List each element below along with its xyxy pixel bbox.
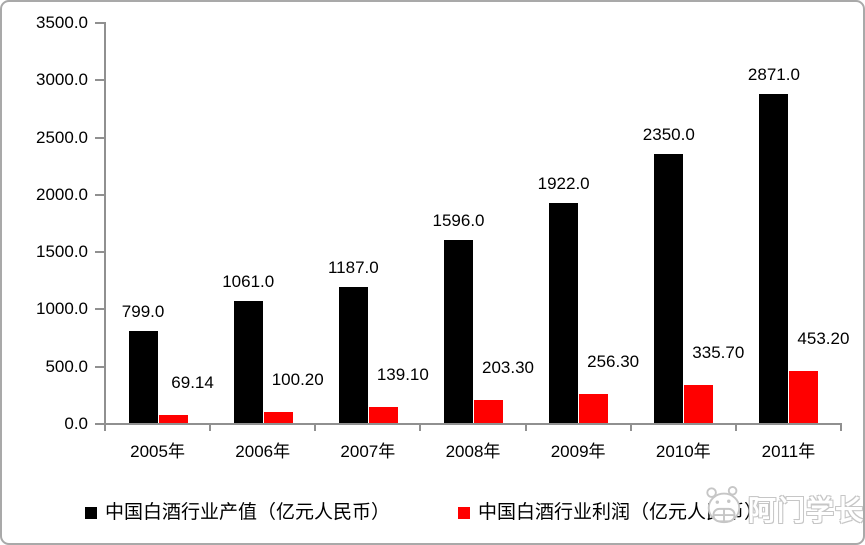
y-axis-tick-mark — [95, 193, 105, 196]
profit-bar — [684, 385, 714, 423]
output-value-bar — [654, 154, 684, 423]
x-axis-category-label: 2006年 — [235, 442, 291, 461]
output-value-bar — [128, 331, 158, 423]
output-value-bar — [549, 203, 579, 423]
profit-data-label: 69.14 — [171, 373, 214, 392]
y-axis-tick-label: 1500.0 — [36, 242, 88, 262]
y-axis-tick-label: 2500.0 — [36, 127, 88, 147]
x-axis-category-label: 2010年 — [655, 442, 711, 461]
profit-data-label: 203.30 — [482, 358, 534, 377]
x-axis-tick-mark — [524, 423, 527, 431]
output-value-data-label: 799.0 — [121, 302, 165, 321]
legend-swatch-red — [458, 507, 470, 519]
output-value-bar — [233, 301, 263, 423]
y-axis-tick-mark — [95, 365, 105, 368]
y-axis-tick-label: 2000.0 — [36, 184, 88, 204]
y-axis-tick-mark — [95, 251, 105, 254]
y-axis-tick-label: 500.0 — [45, 356, 88, 376]
legend-item-output-value: 中国白酒行业产值（亿元人民币） — [85, 501, 390, 525]
legend-label-output-value: 中国白酒行业产值（亿元人民币） — [105, 502, 391, 523]
profit-data-label: 256.30 — [587, 352, 640, 371]
y-axis — [104, 22, 106, 425]
profit-data-label: 453.20 — [797, 329, 850, 348]
output-value-data-label: 2350.0 — [642, 125, 695, 144]
x-axis-tick-mark — [629, 423, 632, 431]
y-axis-tick-label: 0.0 — [64, 414, 88, 433]
output-value-data-label: 1922.0 — [537, 174, 590, 193]
profit-bar — [158, 415, 188, 423]
x-axis-category-label: 2007年 — [340, 442, 396, 461]
legend-swatch-black — [85, 507, 97, 519]
y-axis-tick-label: 1000.0 — [36, 299, 88, 319]
x-axis-tick-mark — [209, 423, 212, 431]
watermark-text: 阿门学长 — [748, 494, 865, 526]
legend-label-profit: 中国白酒行业利润（亿元人民币） — [478, 502, 764, 523]
x-axis-category-label: 2011年 — [761, 442, 816, 461]
x-axis-category-label: 2005年 — [130, 442, 185, 461]
y-axis-tick-mark — [95, 79, 105, 82]
output-value-data-label: 1061.0 — [222, 272, 275, 291]
x-axis-tick-mark — [104, 423, 106, 431]
legend-item-profit: 中国白酒行业利润（亿元人民币） — [458, 501, 763, 525]
y-axis-tick-mark — [95, 308, 105, 311]
output-value-bar — [759, 94, 789, 423]
profit-bar — [263, 412, 293, 423]
cartoon-mascot-icon — [703, 484, 745, 533]
output-value-data-label: 1187.0 — [327, 258, 379, 277]
output-value-bar — [338, 287, 368, 423]
x-axis-tick-mark — [314, 423, 317, 431]
watermark: 阿门学长 — [703, 484, 865, 533]
profit-bar — [474, 400, 503, 423]
x-axis-tick-mark — [840, 423, 842, 431]
profit-bar — [789, 371, 819, 423]
y-axis-tick-mark — [95, 423, 105, 425]
y-axis-tick-mark — [95, 22, 105, 24]
profit-bar — [579, 394, 609, 423]
x-axis-tick-mark — [419, 423, 422, 431]
x-axis-category-label: 2009年 — [550, 442, 606, 461]
profit-data-label: 139.10 — [376, 365, 429, 384]
profit-bar — [368, 407, 398, 423]
profit-data-label: 100.20 — [271, 370, 324, 389]
y-axis-tick-mark — [95, 136, 105, 139]
output-value-data-label: 2871.0 — [747, 65, 800, 84]
y-axis-tick-label: 3000.0 — [36, 70, 88, 90]
x-axis-tick-mark — [734, 423, 737, 431]
profit-data-label: 335.70 — [692, 343, 745, 362]
y-axis-tick-label: 3500.0 — [36, 13, 88, 32]
output-value-bar — [444, 240, 473, 423]
x-axis — [104, 423, 842, 425]
x-axis-category-label: 2008年 — [445, 442, 501, 461]
output-value-data-label: 1596.0 — [432, 211, 485, 230]
